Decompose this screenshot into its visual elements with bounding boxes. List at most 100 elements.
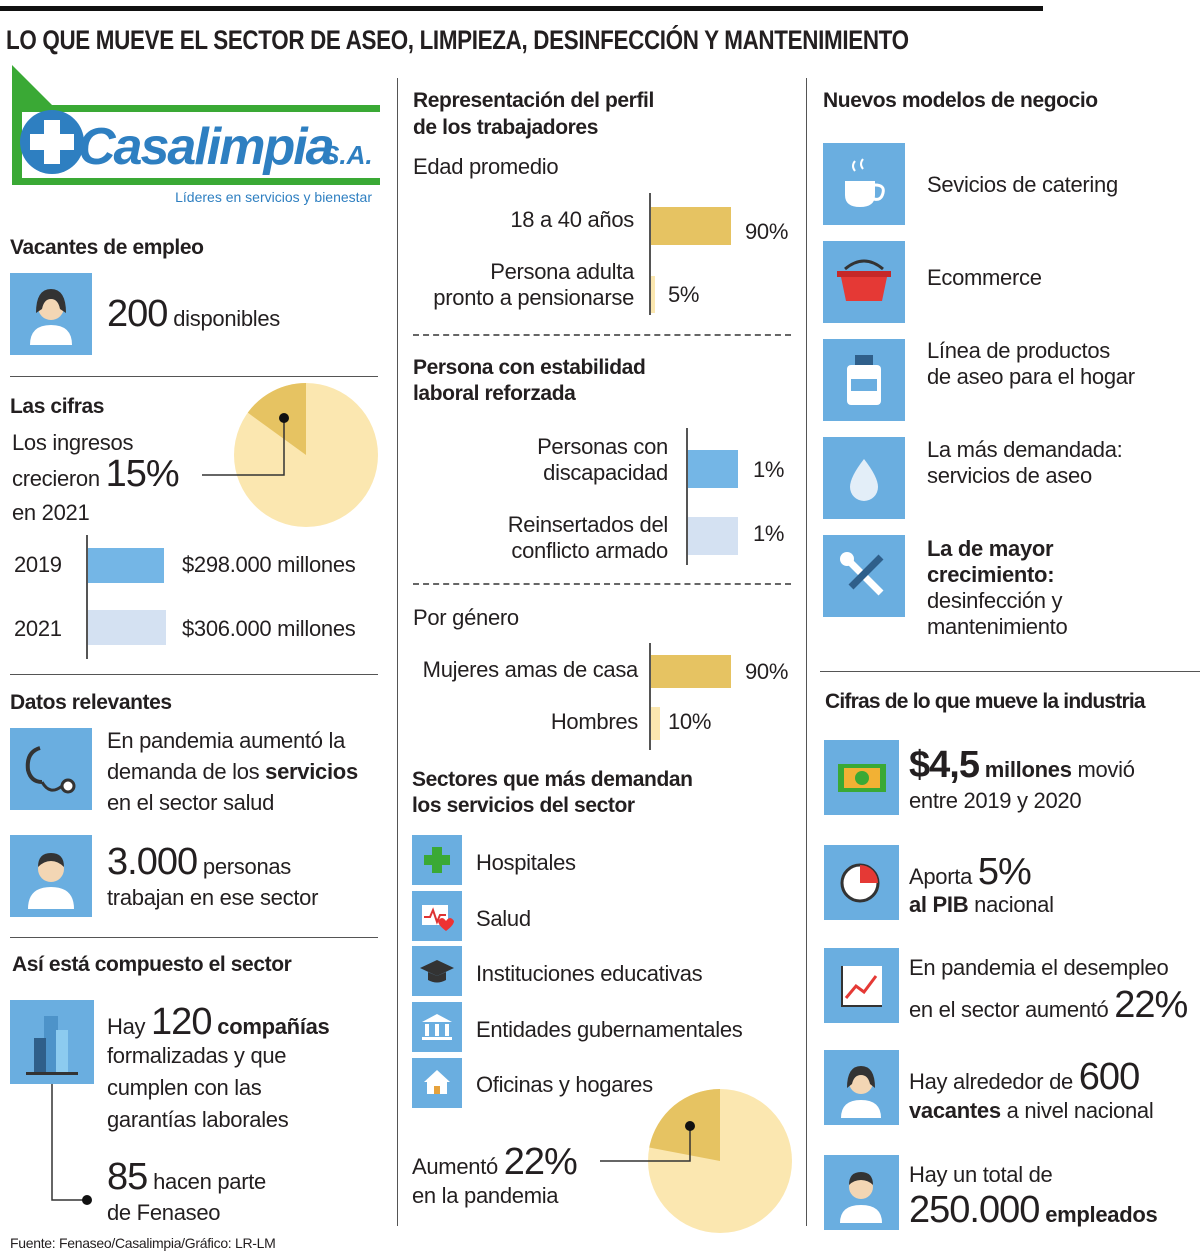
column-divider: [806, 78, 807, 1226]
icon: [824, 948, 899, 1023]
text: Los ingresos: [12, 430, 134, 455]
list-item: servicios de aseo: [927, 463, 1092, 488]
icon: [412, 891, 462, 941]
stat: 85 hacen parte: [107, 1155, 266, 1204]
text: garantías laborales: [107, 1107, 289, 1132]
text: nacional: [974, 892, 1054, 917]
title: LO QUE MUEVE EL SECTOR DE ASEO, LIMPIEZA…: [6, 25, 909, 55]
text: demanda de los: [107, 759, 260, 784]
section-title: Representación del perfil: [413, 89, 654, 112]
icon: [823, 535, 905, 617]
list-item: de aseo para el hogar: [927, 364, 1135, 389]
bar-label: Mujeres amas de casa: [422, 657, 639, 682]
bar: [88, 548, 164, 583]
text: entre 2019 y 2020: [909, 788, 1082, 813]
axis: [649, 643, 651, 750]
bar: [651, 207, 731, 245]
divider: [10, 376, 378, 377]
section-title: Datos relevantes: [10, 691, 172, 714]
text: Hay alrededor de: [909, 1069, 1073, 1094]
list-item: Instituciones educativas: [476, 961, 703, 986]
text: a nivel nacional: [1006, 1098, 1154, 1123]
stat-text: hacen parte: [153, 1169, 266, 1194]
stat: Hay alrededor de 600: [909, 1055, 1140, 1104]
stat-number: 250.000: [909, 1189, 1040, 1231]
list-item: La de mayor: [927, 536, 1054, 561]
divider: [10, 937, 378, 938]
section-title: Nuevos modelos de negocio: [823, 89, 1098, 112]
growth-label: 22%: [503, 1141, 578, 1183]
subtitle: laboral reforzada: [413, 382, 576, 405]
bar: [651, 276, 656, 313]
section-title: Así está compuesto el sector: [12, 953, 292, 976]
bar: [688, 450, 738, 488]
value-label: $306.000 millones: [182, 616, 356, 641]
text: en el sector salud: [107, 790, 275, 815]
stat-text: disponibles: [173, 306, 280, 331]
text: crecieron 15%: [12, 452, 180, 501]
list-item: Ecommerce: [927, 265, 1042, 290]
bar: [651, 707, 660, 740]
bar-label: discapacidad: [543, 460, 668, 485]
list-item: Oficinas y hogares: [476, 1072, 653, 1097]
pie-slice: [649, 1089, 720, 1161]
value-label: 1%: [753, 457, 785, 482]
stat-number: 200: [107, 293, 168, 335]
bar-label: Personas con: [537, 434, 668, 459]
icon: [10, 273, 92, 355]
axis: [649, 193, 651, 315]
text: En pandemia el desempleo: [909, 955, 1169, 980]
text: Hay: [107, 1014, 146, 1039]
bar-label: 2019: [14, 552, 62, 577]
icon: [412, 1058, 462, 1108]
icon: [824, 845, 899, 920]
column-divider: [397, 78, 398, 1226]
text: crecieron: [12, 466, 100, 491]
list-item: desinfección y: [927, 588, 1063, 613]
text: demanda de los servicios: [107, 759, 358, 785]
divider: [820, 671, 1200, 672]
bar-label: 2021: [14, 616, 62, 641]
logo-tagline: Líderes en servicios y bienestar: [175, 189, 372, 205]
bar-label: conflicto armado: [511, 538, 668, 563]
subtitle: Persona con estabilidad: [413, 356, 646, 379]
logo-suffix: S.A.: [322, 140, 373, 170]
bar: [688, 517, 738, 555]
list-item: crecimiento:: [927, 562, 1055, 587]
stat-number: 22%: [1114, 984, 1188, 1026]
section-title: Cifras de lo que mueve la industria: [825, 690, 1146, 713]
text: en 2021: [12, 500, 90, 525]
icon: [823, 143, 905, 225]
icon: [412, 946, 462, 996]
stat: Aumentó 22%: [412, 1140, 578, 1189]
list-item: Hospitales: [476, 850, 576, 875]
stat: 200 disponibles: [107, 292, 280, 341]
text-bold: al PIB: [909, 892, 969, 917]
value-label: 90%: [745, 219, 789, 244]
section-title: Las cifras: [10, 395, 105, 418]
text: Aporta: [909, 864, 973, 889]
divider: [10, 674, 378, 675]
bar: [88, 610, 166, 645]
text: de Fenaseo: [107, 1200, 221, 1225]
text: al PIB nacional: [909, 892, 1054, 918]
connector: [51, 1084, 92, 1205]
divider: [413, 334, 791, 336]
stat-number: 120: [151, 1001, 212, 1043]
bar: [651, 655, 731, 688]
bar-label: Hombres: [550, 709, 638, 734]
logo: Casalimpia S.A. Líderes en servicios y b…: [12, 65, 380, 205]
text: movió: [1077, 757, 1135, 782]
list-item: mantenimiento: [927, 614, 1068, 639]
section-title: de los trabajadores: [413, 116, 598, 139]
value-label: $298.000 millones: [182, 552, 356, 577]
text-bold: empleados: [1045, 1202, 1158, 1227]
value-label: 5%: [668, 282, 700, 307]
stat-number: 85: [107, 1156, 148, 1198]
stat-number: 600: [1078, 1056, 1140, 1098]
list-item: Sevicios de catering: [927, 172, 1118, 197]
icon: [823, 241, 905, 323]
text-bold: servicios: [265, 759, 358, 784]
list-item: Entidades gubernamentales: [476, 1017, 743, 1042]
